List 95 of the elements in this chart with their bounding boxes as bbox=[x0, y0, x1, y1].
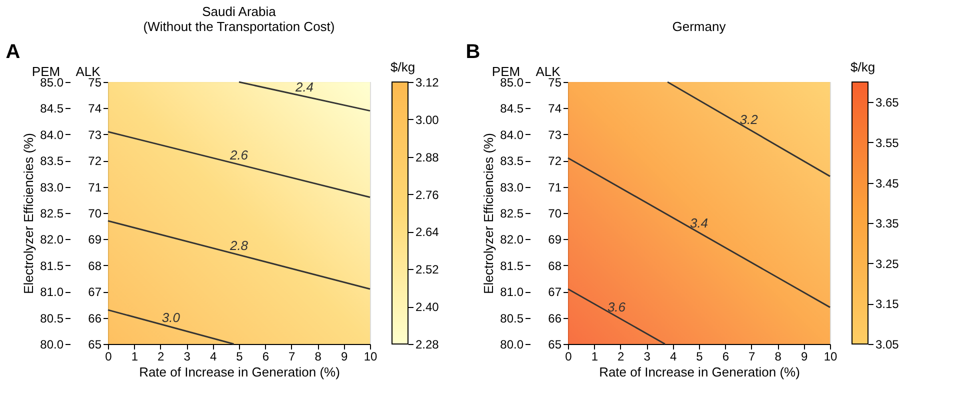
y2-tick-label: 84.5 bbox=[500, 102, 524, 116]
color-bar-label: 2.88 bbox=[416, 150, 440, 164]
x-tick-label: 6 bbox=[722, 350, 730, 364]
x-axis-title: Rate of Increase in Generation (%) bbox=[599, 364, 800, 380]
x-tick-label: 10 bbox=[824, 350, 838, 364]
y2-tick-label: 81.5 bbox=[40, 258, 64, 273]
series-label: 3.0 bbox=[162, 310, 181, 325]
color-bar-label: 2.64 bbox=[416, 225, 440, 240]
series-label: 2.6 bbox=[228, 148, 249, 163]
chart-title: Saudi Arabia bbox=[202, 4, 277, 19]
x-tick-label: 3 bbox=[644, 350, 651, 364]
y2-tick-label: 81.0 bbox=[500, 285, 524, 300]
x-tick-label: 9 bbox=[800, 350, 808, 364]
chart-subtitle: (Without the Transportation Cost) bbox=[143, 19, 335, 34]
x-tick-label: 5 bbox=[696, 350, 704, 364]
x-tick-label: 7 bbox=[748, 350, 756, 364]
color-bar-label: 2.76 bbox=[416, 188, 440, 202]
x-tick-label: 2 bbox=[618, 350, 625, 364]
y-tick-label: 70 bbox=[88, 206, 102, 220]
x-tick-label: 1 bbox=[591, 350, 598, 364]
y2-tick-label: 83.0 bbox=[500, 180, 524, 194]
x-tick-label: 6 bbox=[262, 350, 270, 364]
text: B bbox=[466, 41, 480, 63]
y2-tick-label: 84.0 bbox=[500, 128, 524, 142]
y2-tick-label: 80.0 bbox=[40, 338, 64, 352]
x-tick-label: 9 bbox=[340, 350, 348, 364]
color-bar-label: 3.12 bbox=[416, 76, 440, 90]
text: A bbox=[6, 41, 20, 63]
color-bar-title: $/kg bbox=[390, 60, 416, 74]
y2-tick-label: 82.5 bbox=[40, 206, 64, 220]
x-tick-label: 0 bbox=[565, 350, 572, 364]
color-bar-label: 3.65 bbox=[876, 96, 900, 110]
x-tick-label: 2 bbox=[158, 350, 165, 364]
y-tick-label: 71 bbox=[548, 180, 562, 194]
y-tick-label: 66 bbox=[88, 311, 102, 326]
y2-tick-label: 84.5 bbox=[40, 102, 64, 116]
color-bar-label: 3.00 bbox=[416, 112, 440, 127]
y2-tick-label: 81.5 bbox=[500, 258, 524, 273]
y2-tick-label: 84.0 bbox=[40, 128, 64, 142]
y-tick-label: 72 bbox=[548, 154, 562, 168]
y-tick-label: 71 bbox=[88, 180, 102, 194]
y2-tick-label: 81.0 bbox=[40, 285, 64, 300]
x-tick-label: 5 bbox=[236, 350, 244, 364]
y-tick-label: 70 bbox=[548, 206, 562, 220]
color-bar-title: $/kg bbox=[850, 60, 876, 74]
y2-tick-label: 82.0 bbox=[40, 232, 64, 247]
series-label: 3.4 bbox=[690, 216, 708, 231]
y-tick-label: 74 bbox=[88, 102, 102, 116]
color-bar-label: 3.15 bbox=[876, 297, 900, 312]
series-label: 2.4 bbox=[294, 79, 314, 94]
y-tick-label: 69 bbox=[548, 232, 562, 247]
y-tick-label: 68 bbox=[548, 258, 562, 273]
y2-tick-label: 80.5 bbox=[40, 311, 64, 326]
color-bar-label: 2.52 bbox=[416, 262, 440, 277]
y2-tick-label: 82.5 bbox=[500, 206, 524, 220]
y2-tick-label: 80.0 bbox=[500, 338, 524, 352]
x-tick-label: 8 bbox=[774, 350, 782, 364]
y-tick-label: 73 bbox=[548, 128, 562, 142]
y-tick-label: 74 bbox=[548, 102, 562, 116]
y2-tick-label: 83.0 bbox=[40, 180, 64, 194]
y-tick-label: 68 bbox=[88, 258, 102, 273]
color-bar-label: 3.45 bbox=[876, 176, 900, 190]
y-tick-label: 72 bbox=[88, 154, 102, 168]
y2-tick-label: 83.5 bbox=[40, 154, 64, 168]
color-bar-label: 2.28 bbox=[416, 338, 440, 352]
y2-tick-label: 83.5 bbox=[500, 154, 524, 168]
y-tick-label: 67 bbox=[88, 285, 102, 300]
x-tick-label: 3 bbox=[184, 350, 191, 364]
x-tick-label: 8 bbox=[314, 350, 322, 364]
x-tick-label: 4 bbox=[670, 350, 677, 364]
color-bar-label: 3.35 bbox=[876, 216, 900, 231]
chart-title: Germany bbox=[672, 19, 726, 34]
x-tick-label: 0 bbox=[105, 350, 112, 364]
series-label: 2.8 bbox=[228, 238, 249, 253]
y-tick-label: 65 bbox=[548, 338, 562, 352]
color-bar-label: 2.40 bbox=[416, 300, 440, 314]
y2-tick-label: 80.5 bbox=[500, 311, 524, 326]
y2-axis-title: Electrolyzer Efficiencies (%) bbox=[21, 133, 36, 294]
x-tick-label: 10 bbox=[364, 350, 378, 364]
series-label: 3.2 bbox=[740, 112, 759, 128]
color-bar-label: 3.55 bbox=[876, 136, 900, 150]
y-tick-label: 67 bbox=[548, 285, 562, 300]
color-bar-label: 3.05 bbox=[876, 338, 900, 352]
y-tick-label: 73 bbox=[88, 128, 102, 142]
y-tick-label: 69 bbox=[88, 232, 102, 247]
y-tick-label: 66 bbox=[548, 311, 562, 326]
x-tick-label: 1 bbox=[131, 350, 138, 364]
color-bar-label: 3.25 bbox=[876, 256, 900, 271]
x-tick-label: 4 bbox=[210, 350, 217, 364]
y-tick-label: 65 bbox=[88, 338, 102, 352]
series-label: 3.6 bbox=[607, 299, 626, 314]
x-tick-label: 7 bbox=[288, 350, 296, 364]
x-axis-title: Rate of Increase in Generation (%) bbox=[139, 364, 340, 380]
y2-tick-label: 82.0 bbox=[500, 232, 524, 247]
y2-axis-title: Electrolyzer Efficiencies (%) bbox=[481, 133, 496, 294]
